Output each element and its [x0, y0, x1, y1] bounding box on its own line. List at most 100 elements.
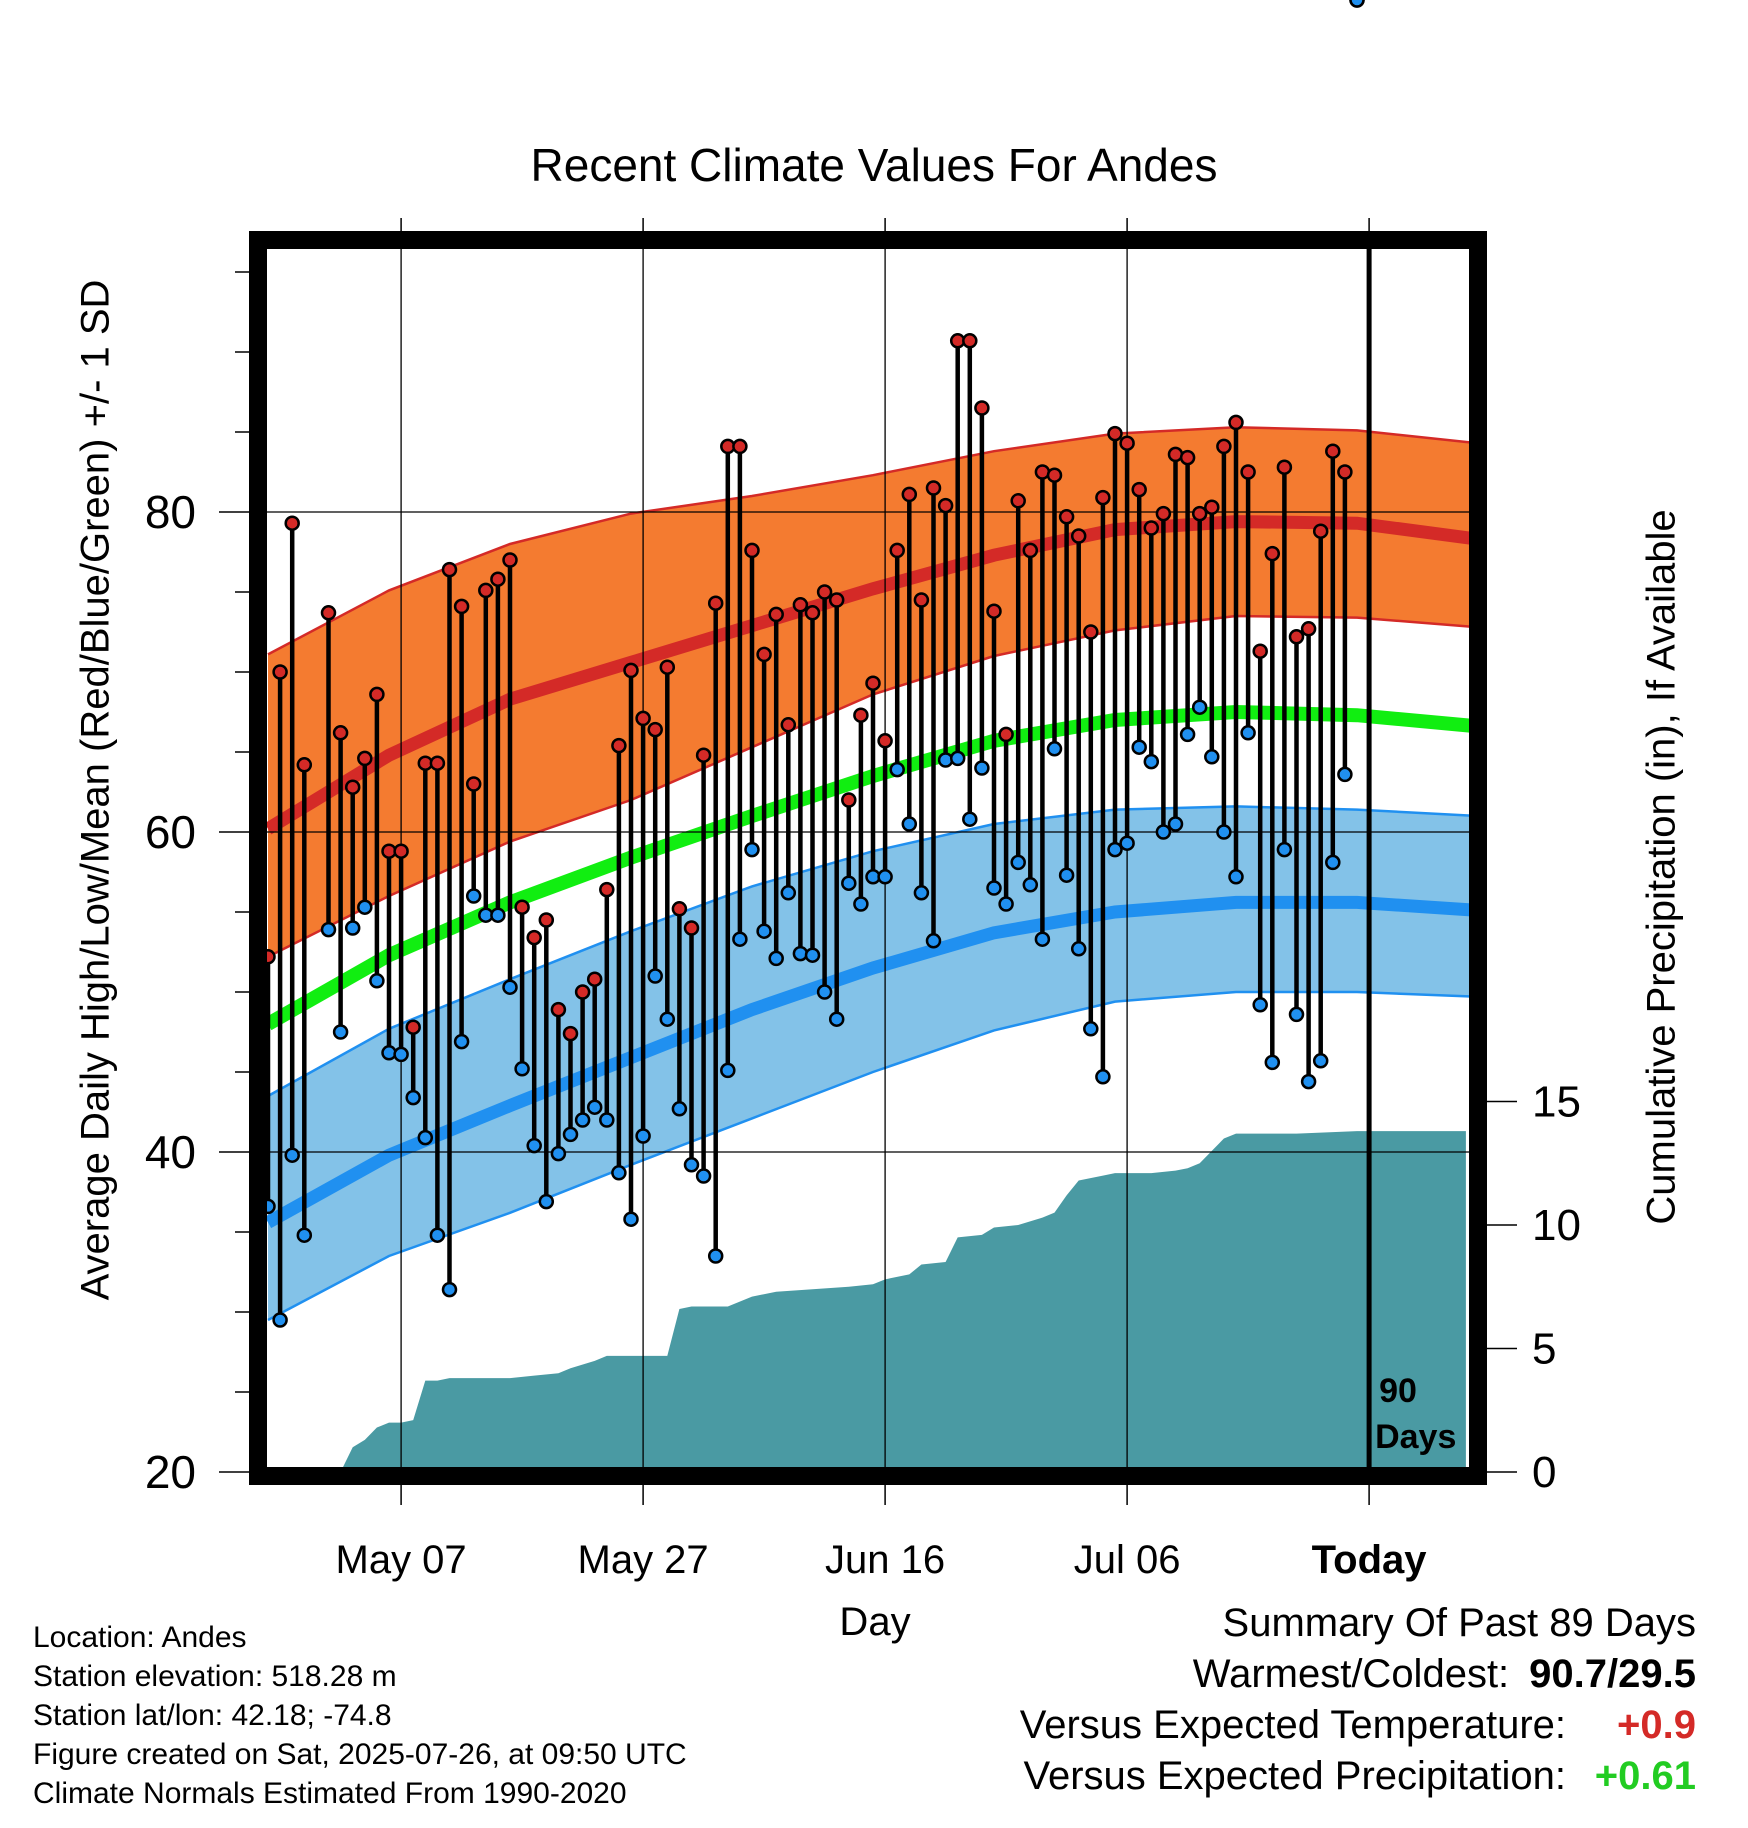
daily-high-point	[683, 920, 700, 936]
daily-high-point	[732, 438, 748, 455]
high-mean-line	[264, 515, 1479, 835]
daily-high-point	[901, 486, 918, 503]
plot-frame	[249, 231, 1487, 1485]
daily-low-point	[296, 1227, 313, 1243]
daily-high-point	[768, 606, 784, 623]
daily-low-point	[1095, 1069, 1111, 1085]
info-elevation: Station elevation: 518.28 m	[33, 1660, 397, 1693]
daily-low-point	[1022, 877, 1039, 893]
daily-low-point	[1070, 941, 1087, 957]
daily-low-point	[284, 1147, 300, 1163]
y2-tick-label: 10	[1532, 1201, 1581, 1250]
daily-high-point	[453, 598, 470, 615]
daily-high-point	[853, 707, 869, 723]
summary-temp-row: Versus Expected Temperature: +0.9	[1020, 1700, 1696, 1751]
info-location: Location: Andes	[33, 1621, 247, 1654]
x-tick-label: May 27	[578, 1538, 709, 1582]
daily-high-point	[320, 605, 337, 621]
daily-low-point	[901, 816, 918, 832]
daily-high-point	[1240, 464, 1256, 480]
low-sd-band	[268, 806, 1478, 1320]
daily-high-point	[1083, 624, 1099, 640]
daily-low-point	[344, 920, 361, 936]
daily-high-point	[659, 659, 676, 675]
daily-low-point	[1119, 835, 1135, 851]
y-axis-label: Average Daily High/Low/Mean (Red/Blue/Gr…	[73, 279, 118, 1301]
daily-high-point	[490, 571, 506, 587]
y2-tick-label: 0	[1532, 1448, 1556, 1497]
chart-title: Recent Climate Values For Andes	[530, 139, 1218, 191]
daily-high-point	[1131, 481, 1147, 498]
daily-high-point	[804, 605, 821, 621]
daily-low-point	[1131, 739, 1147, 755]
daily-high-point	[889, 542, 905, 559]
daily-low-point	[1107, 841, 1123, 858]
daily-low-point	[756, 923, 772, 939]
daily-low-point	[526, 1137, 542, 1154]
daily-high-point	[599, 881, 615, 898]
info-normals: Climate Normals Estimated From 1990-2020	[33, 1777, 627, 1810]
y2-axis-label: Cumulative Precipitation (in), If Availa…	[1639, 509, 1684, 1225]
daily-low-point	[1179, 726, 1196, 743]
daily-high-point	[562, 1025, 579, 1042]
daily-high-point	[550, 1001, 567, 1018]
daily-high-point	[1022, 542, 1039, 559]
daily-high-point	[514, 899, 530, 915]
daily-high-point	[1337, 464, 1353, 480]
daily-high-point	[441, 561, 458, 578]
daily-low-point	[357, 899, 373, 915]
daily-high-point	[841, 792, 857, 808]
daily-high-point	[611, 737, 627, 754]
today-days-label: Days	[1375, 1418, 1456, 1456]
daily-low-point	[780, 885, 797, 901]
daily-low-point	[1083, 1021, 1099, 1037]
daily-high-point	[465, 776, 482, 792]
daily-low-point	[369, 973, 385, 989]
x-tick-label: Today	[1312, 1538, 1428, 1582]
low-lower-edge	[267, 990, 1479, 1322]
daily-low-point	[1288, 1006, 1305, 1023]
daily-high-point	[1228, 414, 1244, 431]
daily-low-point	[1204, 749, 1220, 765]
daily-high-point	[1070, 528, 1087, 544]
daily-high-point	[574, 984, 591, 1000]
station-info: Location: Andes Station elevation: 518.2…	[33, 1618, 687, 1813]
daily-low-point	[1155, 824, 1172, 840]
daily-high-point	[284, 515, 300, 531]
daily-low-point	[1046, 741, 1063, 757]
low-mean-line	[264, 895, 1479, 1229]
x-axis-label: Day	[839, 1600, 911, 1644]
daily-low-point	[828, 1011, 845, 1027]
daily-high-point	[478, 582, 494, 599]
daily-low-point	[986, 880, 1002, 896]
daily-high-point	[756, 646, 772, 663]
x-tick-label: Jul 06	[1074, 1538, 1181, 1582]
daily-low-point	[949, 750, 966, 767]
daily-high-point	[744, 542, 760, 559]
daily-low-point	[1300, 1073, 1317, 1090]
daily-high-point	[1119, 435, 1135, 451]
daily-low-point	[550, 1145, 567, 1162]
daily-low-point	[974, 760, 990, 776]
daily-low-point	[816, 984, 833, 1000]
precip-area-layer	[340, 1131, 1466, 1472]
y2-tick-label: 5	[1532, 1325, 1556, 1374]
daily-high-point	[1216, 438, 1232, 455]
daily-high-point	[816, 584, 833, 600]
daily-low-point	[683, 1157, 700, 1173]
daily-low-point	[635, 1128, 651, 1144]
daily-low-point	[1276, 841, 1293, 858]
daily-low-point	[1010, 854, 1026, 871]
daily-low-point	[1240, 725, 1256, 741]
summary-temp-label: Versus Expected Temperature:	[1019, 1703, 1566, 1747]
daily-low-point	[695, 1168, 712, 1184]
daily-high-point	[1179, 449, 1196, 466]
daily-high-point	[707, 595, 724, 611]
daily-high-point	[344, 779, 361, 795]
daily-low-point	[1058, 867, 1075, 883]
daily-low-point	[538, 1193, 555, 1210]
daily-high-point	[369, 686, 385, 703]
daily-low-point	[732, 931, 748, 947]
daily-low-point	[647, 968, 663, 984]
daily-high-point	[1288, 629, 1305, 645]
